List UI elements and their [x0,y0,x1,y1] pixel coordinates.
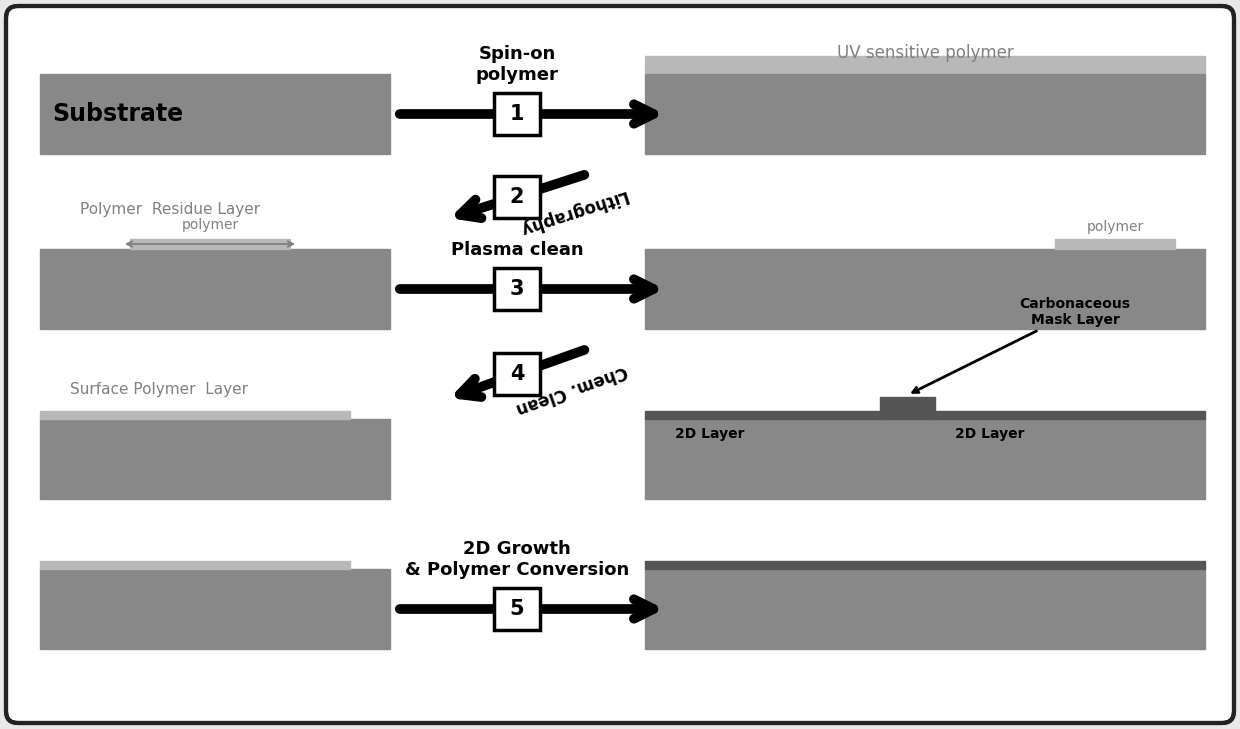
FancyBboxPatch shape [494,268,539,310]
Text: 2: 2 [510,187,525,206]
FancyBboxPatch shape [6,6,1234,723]
Bar [40,74,391,154]
Bar [40,561,350,569]
Bar [935,411,1205,419]
Text: polymer: polymer [181,218,238,232]
Text: UV sensitive polymer: UV sensitive polymer [837,44,1013,62]
Text: Chem. Clean: Chem. Clean [513,361,630,417]
Text: Polymer  Residue Layer: Polymer Residue Layer [81,201,260,217]
Text: Substrate: Substrate [52,102,184,126]
Text: 4: 4 [510,364,525,384]
Text: Lithography: Lithography [516,186,629,238]
Text: 2D Layer: 2D Layer [675,427,744,441]
Bar [40,249,391,329]
Text: Plasma clean: Plasma clean [450,241,583,259]
Bar [130,239,290,249]
Text: 3: 3 [510,279,525,299]
Bar [645,561,1205,569]
Text: polymer: polymer [1086,220,1143,234]
FancyBboxPatch shape [494,176,539,217]
Bar [645,74,1205,154]
Bar [40,569,391,649]
Text: Spin-on
polymer: Spin-on polymer [476,45,558,84]
Text: 1: 1 [510,104,525,124]
Text: Surface Polymer  Layer: Surface Polymer Layer [69,381,248,397]
Bar [1055,239,1176,249]
FancyBboxPatch shape [494,353,539,395]
Bar [645,56,1205,74]
Bar [880,397,935,419]
Bar [645,249,1205,329]
Text: 2D Growth
& Polymer Conversion: 2D Growth & Polymer Conversion [405,540,629,579]
Bar [645,569,1205,649]
Text: 5: 5 [510,599,525,619]
Text: 2D Layer: 2D Layer [955,427,1024,441]
FancyBboxPatch shape [494,588,539,630]
Bar [645,411,880,419]
Text: Carbonaceous
Mask Layer: Carbonaceous Mask Layer [913,297,1131,392]
Bar [645,419,1205,499]
FancyBboxPatch shape [494,93,539,135]
Bar [40,411,350,419]
Bar [40,419,391,499]
